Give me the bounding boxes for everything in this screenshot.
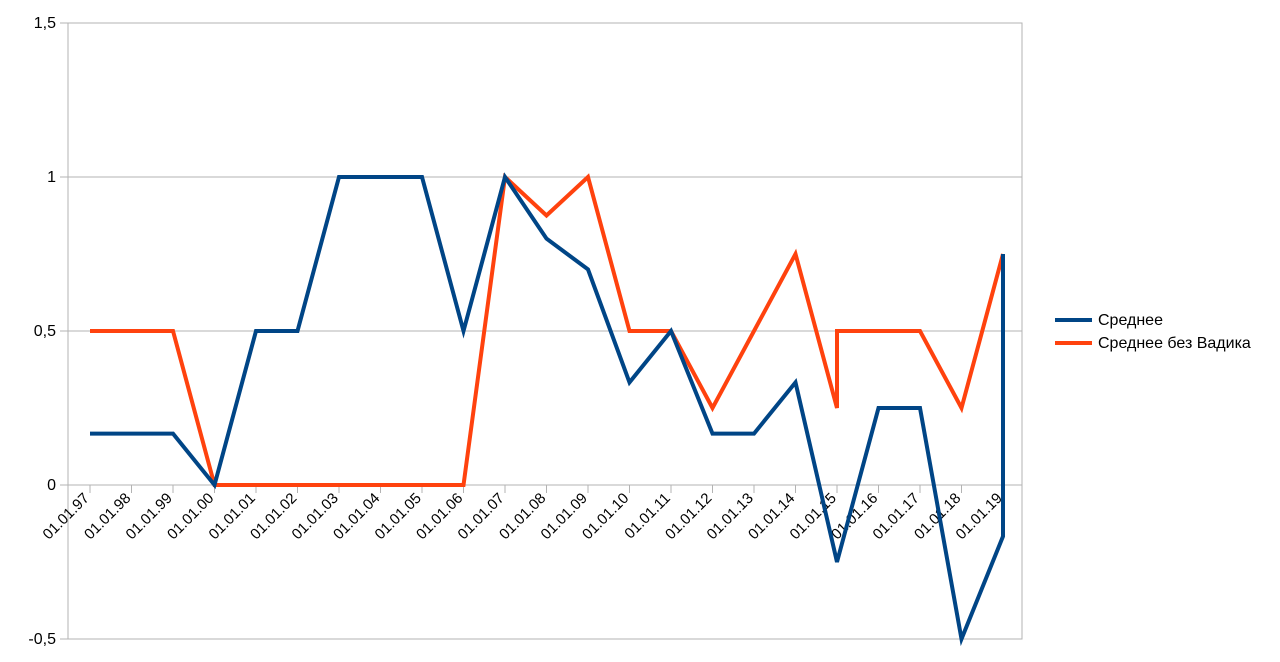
y-tick-label: 0,5 [34,323,56,340]
x-tick-label: 01.01.19 [953,490,1006,543]
legend-label: Среднее [1098,312,1163,329]
y-tick-label: 0 [47,477,56,494]
legend: Среднее Среднее без Вадика [1055,312,1251,352]
series-line [90,172,1005,487]
x-tick-label: 01.01.10 [579,490,632,543]
y-tick-label: -0,5 [28,631,56,648]
legend-label: Среднее без Вадика [1098,335,1251,352]
series-line [90,172,1005,647]
x-axis-ticks: 01.01.9701.01.9801.01.9901.01.0001.01.01… [40,485,1006,543]
y-tick-label: 1 [47,169,56,186]
y-axis-ticks: -0,5 0 0,5 1 1,5 [28,15,68,648]
y-tick-label: 1,5 [34,15,56,32]
series-lines [90,172,1005,647]
